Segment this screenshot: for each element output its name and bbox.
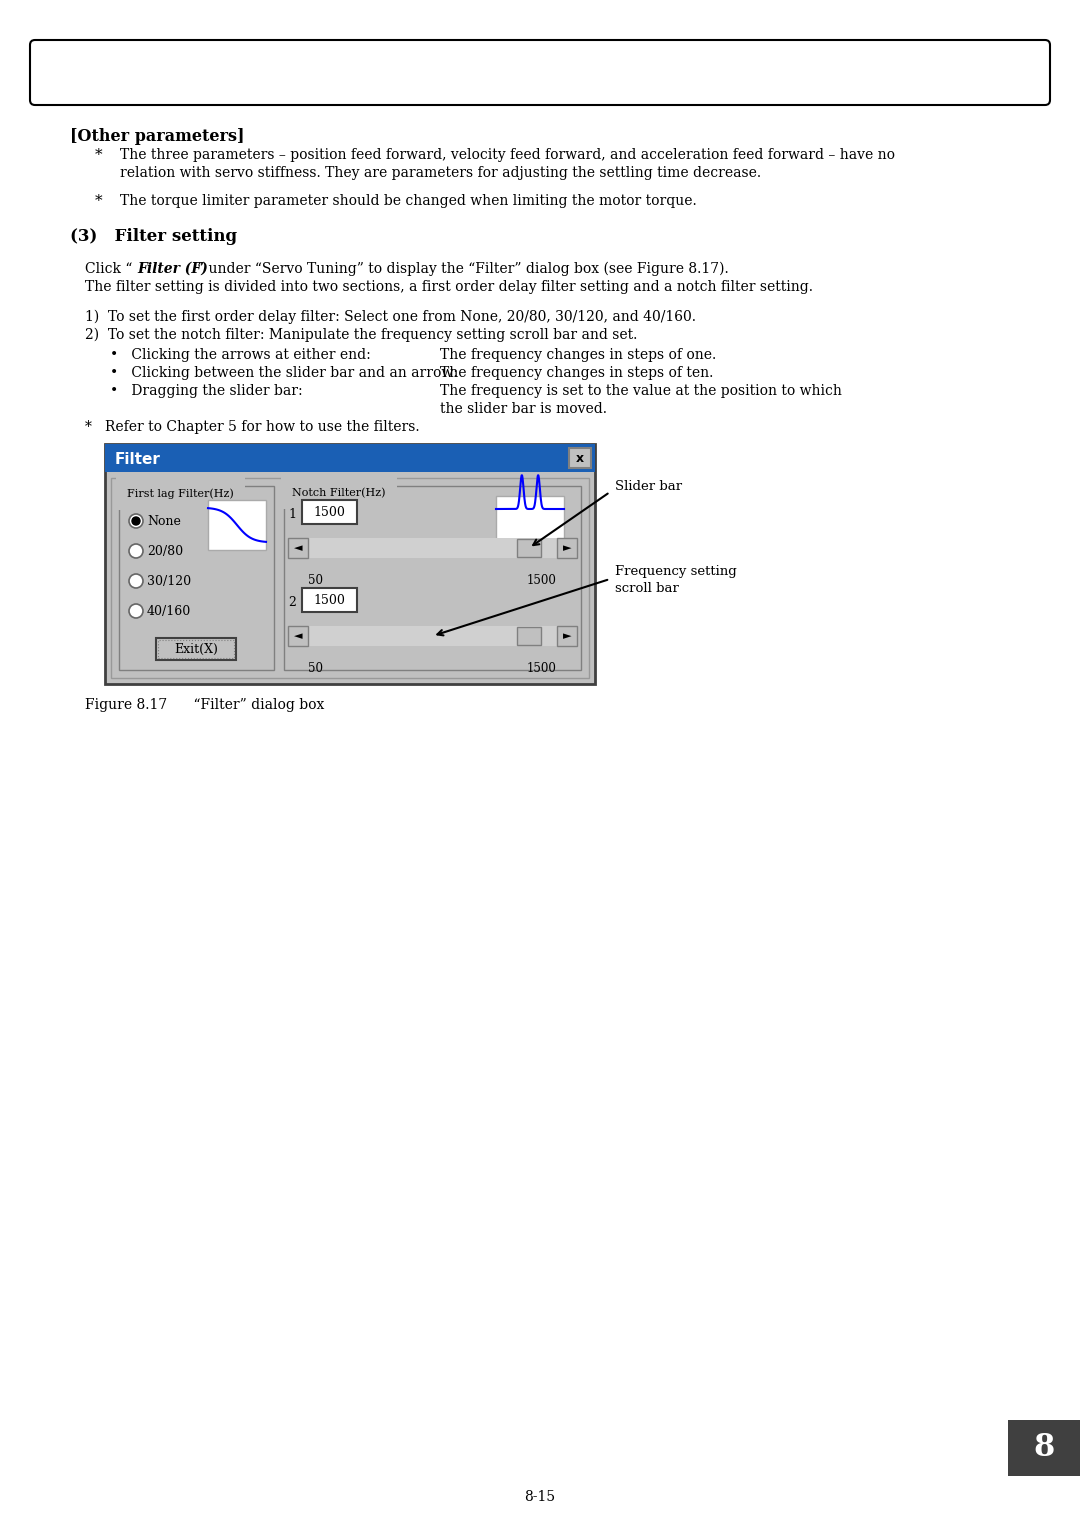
Text: •   Clicking the arrows at either end:: • Clicking the arrows at either end: — [110, 348, 370, 362]
Text: The three parameters – position feed forward, velocity feed forward, and acceler: The three parameters – position feed for… — [120, 148, 895, 180]
Text: Figure 8.17      “Filter” dialog box: Figure 8.17 “Filter” dialog box — [85, 698, 324, 712]
FancyBboxPatch shape — [156, 639, 237, 660]
Text: (3)   Filter setting: (3) Filter setting — [70, 228, 238, 244]
Text: 50: 50 — [308, 575, 323, 587]
Text: 50: 50 — [308, 662, 323, 675]
FancyBboxPatch shape — [1008, 1420, 1080, 1476]
FancyBboxPatch shape — [496, 497, 564, 549]
Text: 20/80: 20/80 — [147, 545, 184, 558]
Text: ►: ► — [563, 542, 571, 553]
FancyBboxPatch shape — [557, 538, 577, 558]
FancyBboxPatch shape — [288, 626, 308, 646]
Text: None: None — [147, 515, 180, 529]
FancyBboxPatch shape — [30, 40, 1050, 105]
FancyBboxPatch shape — [557, 626, 577, 646]
Text: ◄: ◄ — [294, 631, 302, 642]
Text: *: * — [95, 148, 103, 162]
Text: Frequency setting
scroll bar: Frequency setting scroll bar — [615, 565, 737, 594]
Text: •   Clicking between the slider bar and an arrow:: • Clicking between the slider bar and an… — [110, 367, 458, 380]
Text: The frequency is set to the value at the position to which
the slider bar is mov: The frequency is set to the value at the… — [440, 384, 842, 417]
Text: ” under “Servo Tuning” to display the “Filter” dialog box (see Figure 8.17).: ” under “Servo Tuning” to display the “F… — [197, 261, 729, 277]
Text: 40/160: 40/160 — [147, 605, 191, 617]
FancyBboxPatch shape — [105, 445, 595, 685]
Text: Slider bar: Slider bar — [615, 480, 683, 494]
Text: 8: 8 — [1034, 1433, 1055, 1464]
Text: 1500: 1500 — [527, 575, 557, 587]
Text: 8-15: 8-15 — [525, 1490, 555, 1504]
Text: The torque limiter parameter should be changed when limiting the motor torque.: The torque limiter parameter should be c… — [120, 194, 697, 208]
Circle shape — [129, 604, 143, 617]
FancyBboxPatch shape — [208, 500, 266, 550]
Text: x: x — [576, 451, 584, 465]
Text: Filter: Filter — [114, 452, 161, 468]
FancyBboxPatch shape — [517, 626, 541, 645]
Text: Click “: Click “ — [85, 261, 133, 277]
Text: The filter setting is divided into two sections, a first order delay filter sett: The filter setting is divided into two s… — [85, 280, 813, 293]
Text: 1500: 1500 — [313, 593, 346, 607]
Text: *   Refer to Chapter 5 for how to use the filters.: * Refer to Chapter 5 for how to use the … — [85, 420, 420, 434]
Text: Filter (F): Filter (F) — [137, 261, 207, 277]
Circle shape — [129, 575, 143, 588]
Text: 30/120: 30/120 — [147, 575, 191, 588]
Text: ◄: ◄ — [294, 542, 302, 553]
Text: [Other parameters]: [Other parameters] — [70, 128, 244, 145]
FancyBboxPatch shape — [302, 500, 357, 524]
Text: ►: ► — [563, 631, 571, 642]
FancyBboxPatch shape — [569, 448, 591, 468]
Text: 1500: 1500 — [527, 662, 557, 675]
Text: The frequency changes in steps of ten.: The frequency changes in steps of ten. — [440, 367, 714, 380]
Text: Exit(X): Exit(X) — [174, 642, 218, 656]
Text: 1500: 1500 — [313, 506, 346, 518]
FancyBboxPatch shape — [119, 486, 274, 669]
Text: The frequency changes in steps of one.: The frequency changes in steps of one. — [440, 348, 716, 362]
Text: First lag Filter(Hz): First lag Filter(Hz) — [127, 487, 233, 498]
FancyBboxPatch shape — [111, 478, 589, 678]
Circle shape — [129, 544, 143, 558]
FancyBboxPatch shape — [288, 538, 308, 558]
Text: Notch Filter(Hz): Notch Filter(Hz) — [292, 487, 386, 498]
FancyBboxPatch shape — [284, 486, 581, 669]
Text: 2: 2 — [288, 596, 296, 608]
Text: 1: 1 — [288, 507, 296, 521]
FancyBboxPatch shape — [308, 538, 557, 558]
FancyBboxPatch shape — [105, 445, 595, 472]
Text: *: * — [95, 194, 103, 208]
Text: •   Dragging the slider bar:: • Dragging the slider bar: — [110, 384, 302, 397]
Circle shape — [129, 513, 143, 529]
FancyBboxPatch shape — [308, 626, 557, 646]
Circle shape — [132, 516, 140, 526]
FancyBboxPatch shape — [517, 539, 541, 558]
Text: 2)  To set the notch filter: Manipulate the frequency setting scroll bar and set: 2) To set the notch filter: Manipulate t… — [85, 329, 637, 342]
Text: 1)  To set the first order delay filter: Select one from None, 20/80, 30/120, an: 1) To set the first order delay filter: … — [85, 310, 696, 324]
FancyBboxPatch shape — [302, 588, 357, 613]
